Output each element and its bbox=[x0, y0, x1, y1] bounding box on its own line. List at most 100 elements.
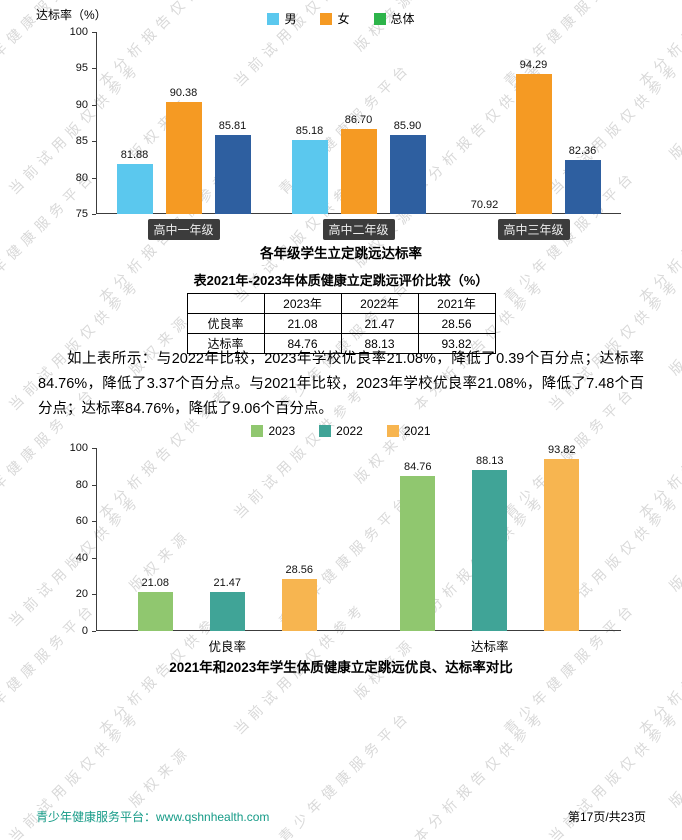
bar-value-label: 85.90 bbox=[393, 120, 422, 132]
bar-value-label: 90.38 bbox=[169, 87, 198, 99]
bar-总体 bbox=[564, 160, 601, 214]
legend-marker bbox=[373, 12, 386, 25]
bar-女 bbox=[515, 74, 552, 214]
y-tick-mark bbox=[92, 594, 96, 596]
y-tick-label: 80 bbox=[75, 478, 88, 491]
y-tick-mark bbox=[92, 32, 96, 33]
bar-value-label: 94.29 bbox=[519, 59, 548, 71]
legend-label: 女 bbox=[337, 12, 350, 26]
bar-总体 bbox=[214, 135, 251, 214]
comparison-table: 2023年 2022年 2021年 优良率 21.08 21.47 28.56 … bbox=[186, 293, 496, 354]
watermark-text: 本分析报告仅供参考 bbox=[410, 706, 550, 840]
bar-value-label: 93.82 bbox=[547, 444, 576, 456]
legend-label: 男 bbox=[284, 12, 297, 26]
bar-value-label: 21.08 bbox=[141, 577, 170, 589]
comparison-table-section: 表2021年-2023年体质健康立定跳远评价比较（%） 2023年 2022年 … bbox=[0, 270, 682, 354]
legend-label: 2021 bbox=[403, 424, 431, 438]
bar-value-label: 81.88 bbox=[120, 149, 149, 161]
chart-title: 各年级学生立定跳远达标率 bbox=[260, 246, 422, 261]
legend-marker bbox=[386, 425, 399, 437]
footer-page-number: 第17页/共23页 bbox=[567, 810, 646, 824]
table-cell: 88.13 bbox=[340, 333, 419, 354]
year-comparison-chart: 2021年和2023年学生体质健康立定跳远优良、达标率对比 0 20 40 60 80 1… bbox=[36, 418, 646, 675]
y-tick-label: 85 bbox=[75, 135, 88, 148]
analysis-paragraph: 如上表所示：与2022年比较，2023年学校优良率21.08%，降低了0.39个… bbox=[38, 351, 644, 417]
grade-pass-rate-chart: 达标率（%） 各年级学生立定跳远达标率 75 80 85 90 95 100 81.88 90… bbox=[36, 4, 646, 266]
y-tick-label: 100 bbox=[69, 442, 88, 454]
bar-value-label: 28.56 bbox=[285, 564, 314, 576]
watermark-text: 版权来源 bbox=[666, 526, 682, 594]
category-label: 高中三年级 bbox=[497, 219, 570, 240]
legend-item: 2022 bbox=[319, 424, 363, 438]
bar-value-label: 88.13 bbox=[475, 455, 504, 467]
category-label: 优良率 bbox=[208, 640, 247, 654]
y-tick-mark bbox=[92, 68, 96, 70]
y-tick-mark bbox=[92, 177, 96, 179]
footer-platform-link: 青少年健康服务平台：www.qshnhealth.com bbox=[36, 810, 270, 824]
y-tick-label: 20 bbox=[75, 588, 88, 601]
bar-男 bbox=[116, 164, 153, 214]
y-tick-mark bbox=[92, 557, 96, 559]
chart-legend: 男 女 总体 bbox=[36, 10, 646, 27]
bar-2022 bbox=[472, 470, 508, 631]
plot-area bbox=[96, 448, 621, 631]
y-tick-label: 90 bbox=[75, 98, 88, 111]
watermark-text: 版权来源 bbox=[666, 742, 682, 810]
bar-2021 bbox=[281, 579, 317, 631]
y-tick-label: 80 bbox=[75, 171, 88, 184]
legend-item: 2023 bbox=[251, 424, 295, 438]
y-axis-title: 达标率（%） bbox=[36, 8, 107, 22]
category-label: 达标率 bbox=[470, 640, 509, 654]
bar-男 bbox=[291, 140, 328, 214]
legend-marker bbox=[319, 425, 332, 437]
bar-value-label: 86.70 bbox=[344, 114, 373, 126]
bar-女 bbox=[340, 129, 377, 214]
y-tick-mark bbox=[92, 214, 96, 215]
category-label: 高中一年级 bbox=[147, 219, 220, 240]
watermark-text: 版权来源 bbox=[126, 742, 194, 810]
legend-item: 2021 bbox=[386, 424, 431, 438]
legend-item: 男 bbox=[267, 10, 296, 27]
y-tick-mark bbox=[92, 484, 96, 486]
bar-value-label: 84.76 bbox=[403, 461, 432, 473]
chart-legend: 2023 2022 2021 bbox=[36, 424, 646, 438]
bar-2021 bbox=[544, 459, 580, 631]
table-row: 达标率 84.76 88.13 93.82 bbox=[186, 333, 496, 354]
y-tick-mark bbox=[92, 521, 96, 523]
bar-总体 bbox=[389, 135, 426, 214]
table-title: 表2021年-2023年体质健康立定跳远评价比较（%） bbox=[193, 273, 489, 288]
y-tick-label: 60 bbox=[75, 515, 88, 528]
category-label: 高中二年级 bbox=[322, 219, 395, 240]
y-tick-label: 0 bbox=[81, 625, 88, 637]
y-tick-mark bbox=[92, 631, 96, 632]
y-tick-label: 100 bbox=[69, 26, 88, 38]
table-header-cell: 2023年 bbox=[263, 293, 342, 314]
legend-label: 2022 bbox=[336, 424, 363, 438]
legend-marker bbox=[320, 12, 333, 25]
watermark-text: 版权来源 bbox=[666, 94, 682, 162]
y-tick-mark bbox=[92, 104, 96, 106]
chart-title: 2021年和2023年学生体质健康立定跳远优良、达标率对比 bbox=[169, 660, 513, 675]
bar-女 bbox=[165, 102, 202, 214]
y-tick-label: 95 bbox=[75, 62, 88, 75]
table-header-cell: 2022年 bbox=[340, 293, 419, 314]
y-tick-label: 75 bbox=[75, 208, 88, 220]
table-header-cell bbox=[186, 293, 265, 314]
watermark-text: 青少年健康服务平台 bbox=[275, 706, 415, 840]
table-cell: 21.08 bbox=[263, 313, 342, 334]
table-cell: 93.82 bbox=[417, 333, 496, 354]
bar-2022 bbox=[209, 592, 245, 631]
y-tick-mark bbox=[92, 448, 96, 449]
bar-value-label: 70.92 bbox=[470, 199, 499, 211]
bar-2023 bbox=[400, 476, 436, 631]
table-cell: 21.47 bbox=[340, 313, 419, 334]
legend-label: 总体 bbox=[390, 12, 415, 26]
table-header-cell: 2021年 bbox=[417, 293, 496, 314]
bar-2023 bbox=[137, 592, 173, 631]
legend-label: 2023 bbox=[268, 424, 296, 438]
table-cell: 84.76 bbox=[263, 333, 342, 354]
bar-value-label: 85.81 bbox=[218, 120, 247, 132]
row-label: 达标率 bbox=[186, 333, 265, 354]
table-row: 优良率 21.08 21.47 28.56 bbox=[186, 313, 496, 334]
